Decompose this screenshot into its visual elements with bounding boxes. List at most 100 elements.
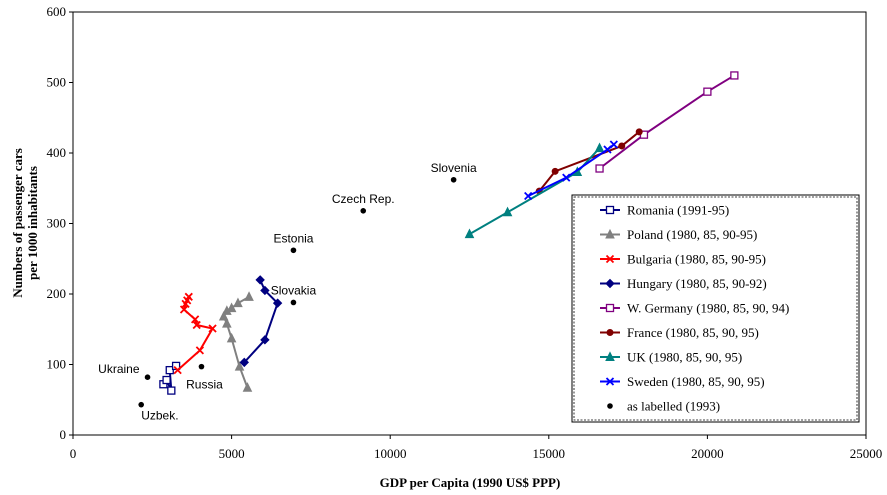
series-6	[464, 142, 605, 239]
legend-label: Sweden (1980, 85, 90, 95)	[627, 374, 765, 389]
data-point	[603, 145, 612, 154]
x-tick-label: 5000	[219, 446, 245, 461]
data-point	[144, 374, 151, 380]
legend-label: Romania (1991-95)	[627, 203, 729, 218]
data-point	[162, 375, 171, 385]
legend-marker	[605, 351, 615, 361]
legend-marker	[605, 205, 615, 215]
data-point	[184, 292, 193, 301]
x-tick-label: 20000	[691, 446, 724, 461]
legend-label: UK (1980, 85, 90, 95)	[627, 350, 742, 365]
legend-marker	[607, 403, 613, 409]
point-label: Russia	[186, 378, 223, 392]
legend-label: Hungary (1980, 85, 90-92)	[627, 276, 767, 291]
data-point	[635, 128, 643, 136]
data-point	[190, 315, 200, 324]
legend-item: UK (1980, 85, 90, 95)	[600, 350, 742, 365]
legend-marker	[605, 254, 615, 264]
data-point	[618, 142, 626, 150]
legend-item: Bulgaria (1980, 85, 90-95)	[600, 252, 766, 267]
y-axis-title-line2: per 1000 inhabitants	[25, 166, 40, 280]
point-label: Slovenia	[431, 161, 477, 175]
data-point	[242, 382, 253, 392]
data-point	[208, 324, 217, 333]
x-tick-label: 10000	[374, 446, 407, 461]
legend-item: Hungary (1980, 85, 90-92)	[600, 276, 767, 291]
series-line	[469, 147, 601, 235]
y-tick-label: 500	[47, 75, 67, 90]
data-point	[173, 366, 182, 375]
data-point	[255, 275, 265, 285]
data-point	[609, 140, 618, 149]
data-point	[198, 363, 205, 370]
point-label: Uzbek.	[141, 409, 178, 423]
y-tick-label: 600	[47, 4, 67, 19]
data-point	[551, 167, 559, 175]
series-4	[595, 71, 739, 173]
data-point	[260, 335, 270, 345]
data-point	[730, 71, 739, 80]
legend-label: France (1980, 85, 90, 95)	[627, 325, 759, 340]
y-tick-label: 0	[60, 427, 67, 442]
series-0	[159, 361, 181, 395]
series-8	[138, 176, 457, 408]
legend-item: W. Germany (1980, 85, 90, 94)	[600, 301, 789, 316]
series-2	[173, 292, 217, 375]
y-tick-label: 100	[47, 357, 67, 372]
point-label: Czech Rep.	[332, 192, 395, 206]
legend-marker	[605, 228, 615, 239]
y-tick-label: 300	[47, 216, 67, 231]
legend-label: Bulgaria (1980, 85, 90-95)	[627, 252, 766, 267]
legend-item: Poland (1980, 85, 90-95)	[600, 227, 757, 242]
legend-marker	[606, 329, 614, 336]
legend-item: as labelled (1993)	[607, 399, 720, 414]
y-tick-label: 400	[47, 145, 67, 160]
data-point	[703, 87, 712, 96]
legend-label: as labelled (1993)	[627, 399, 720, 414]
series-layer	[138, 71, 739, 408]
data-point	[218, 310, 229, 321]
x-tick-label: 0	[70, 446, 77, 461]
data-point	[179, 305, 189, 314]
data-point	[464, 228, 475, 239]
point-label: Slovakia	[271, 283, 317, 297]
x-axis-title: GDP per Capita (1990 US$ PPP)	[380, 475, 561, 490]
legend: Romania (1991-95) Poland (1980, 85, 90-95…	[571, 194, 860, 423]
legend-item: Romania (1991-95)	[600, 203, 729, 218]
x-tick-label: 15000	[533, 446, 566, 461]
legend-label: Poland (1980, 85, 90-95)	[627, 227, 757, 242]
x-tick-label: 25000	[850, 446, 883, 461]
data-point	[226, 302, 237, 313]
data-point	[244, 291, 254, 301]
data-point	[502, 206, 513, 217]
data-point	[290, 299, 297, 306]
data-point	[524, 191, 533, 201]
data-point	[595, 164, 604, 173]
legend-item: Sweden (1980, 85, 90, 95)	[600, 374, 765, 389]
data-point	[360, 208, 367, 214]
y-axis-title-line1: Numbers of passenger cars	[10, 148, 25, 298]
series-3	[239, 275, 283, 368]
point-label: Estonia	[273, 231, 313, 245]
data-point	[195, 346, 205, 355]
legend-marker	[605, 278, 615, 289]
data-point	[167, 386, 176, 395]
data-point	[234, 360, 245, 371]
data-point	[226, 332, 237, 343]
data-point	[562, 173, 571, 182]
data-point	[192, 320, 201, 330]
data-point	[222, 317, 232, 328]
data-point	[450, 176, 457, 183]
series-line	[598, 74, 735, 170]
legend-item: France (1980, 85, 90, 95)	[600, 325, 759, 340]
y-tick-label: 200	[47, 286, 67, 301]
data-point	[260, 285, 270, 296]
legend-marker	[605, 377, 615, 386]
data-point	[594, 142, 605, 153]
data-point	[165, 365, 174, 375]
legend-inner-border	[573, 196, 858, 421]
point-labels: Uzbek. Ukraine Russia Slovakia Estonia Czech …	[98, 161, 477, 423]
series-7	[524, 140, 618, 201]
data-point	[290, 247, 297, 254]
